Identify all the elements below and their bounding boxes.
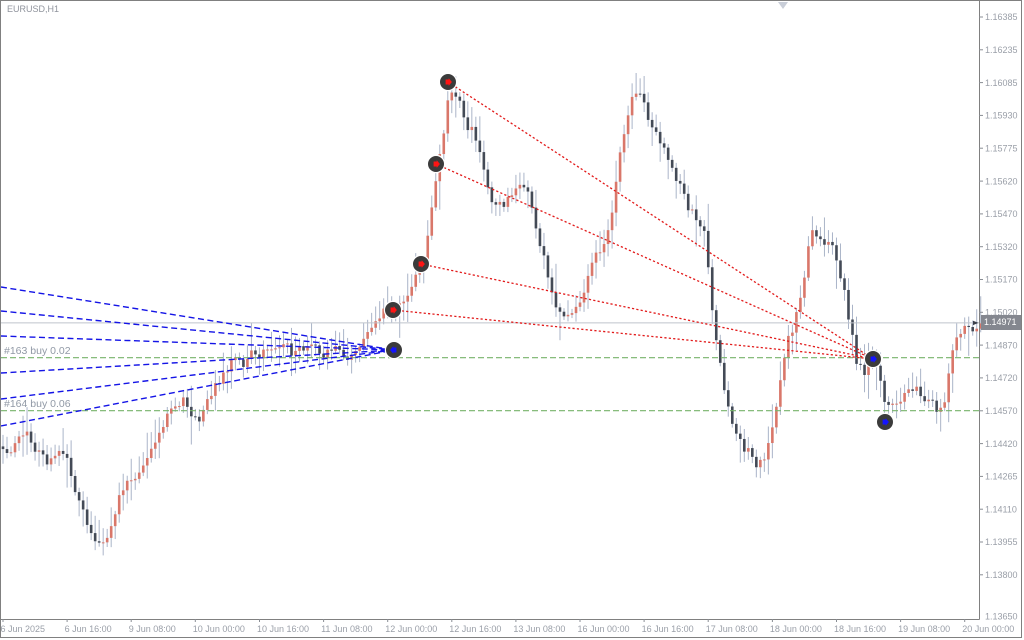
svg-text:#163 buy 0.02: #163 buy 0.02 [4,345,71,357]
svg-text:20 Jun 00:00: 20 Jun 00:00 [962,624,1014,634]
svg-text:18 Jun 00:00: 18 Jun 00:00 [770,624,822,634]
svg-text:1.15170: 1.15170 [985,275,1018,285]
svg-text:11 Jun 08:00: 11 Jun 08:00 [321,624,372,634]
svg-text:1.15470: 1.15470 [985,209,1018,219]
svg-text:12 Jun 00:00: 12 Jun 00:00 [385,624,437,634]
svg-text:1.14870: 1.14870 [985,340,1018,350]
svg-text:1.15930: 1.15930 [985,111,1018,121]
svg-text:1.14420: 1.14420 [985,439,1018,449]
svg-text:1.13800: 1.13800 [985,570,1018,580]
svg-text:1.14110: 1.14110 [985,504,1017,514]
svg-text:1.16385: 1.16385 [985,12,1018,22]
svg-text:1.13650: 1.13650 [985,612,1018,622]
svg-text:12 Jun 16:00: 12 Jun 16:00 [449,624,501,634]
svg-text:1.16085: 1.16085 [985,78,1018,88]
svg-text:1.14265: 1.14265 [985,472,1018,482]
svg-text:16 Jun 16:00: 16 Jun 16:00 [642,624,694,634]
svg-text:1.15320: 1.15320 [985,242,1018,252]
svg-text:1.14720: 1.14720 [985,373,1018,383]
svg-text:1.15620: 1.15620 [985,176,1018,186]
svg-text:19 Jun 08:00: 19 Jun 08:00 [898,624,950,634]
svg-text:16 Jun 00:00: 16 Jun 00:00 [578,624,630,634]
svg-text:6 Jun 2025: 6 Jun 2025 [1,624,45,634]
svg-text:13 Jun 08:00: 13 Jun 08:00 [513,624,565,634]
svg-text:1.14570: 1.14570 [985,406,1018,416]
svg-text:17 Jun 08:00: 17 Jun 08:00 [706,624,758,634]
svg-text:#164 buy 0.06: #164 buy 0.06 [4,398,71,410]
svg-text:6 Jun 16:00: 6 Jun 16:00 [65,624,112,634]
svg-text:1.15775: 1.15775 [985,143,1018,153]
svg-text:18 Jun 16:00: 18 Jun 16:00 [834,624,886,634]
svg-text:1.13955: 1.13955 [985,537,1018,547]
svg-text:10 Jun 16:00: 10 Jun 16:00 [257,624,309,634]
svg-text:1.16235: 1.16235 [985,45,1018,55]
svg-text:10 Jun 00:00: 10 Jun 00:00 [193,624,245,634]
svg-text:9 Jun 08:00: 9 Jun 08:00 [129,624,176,634]
